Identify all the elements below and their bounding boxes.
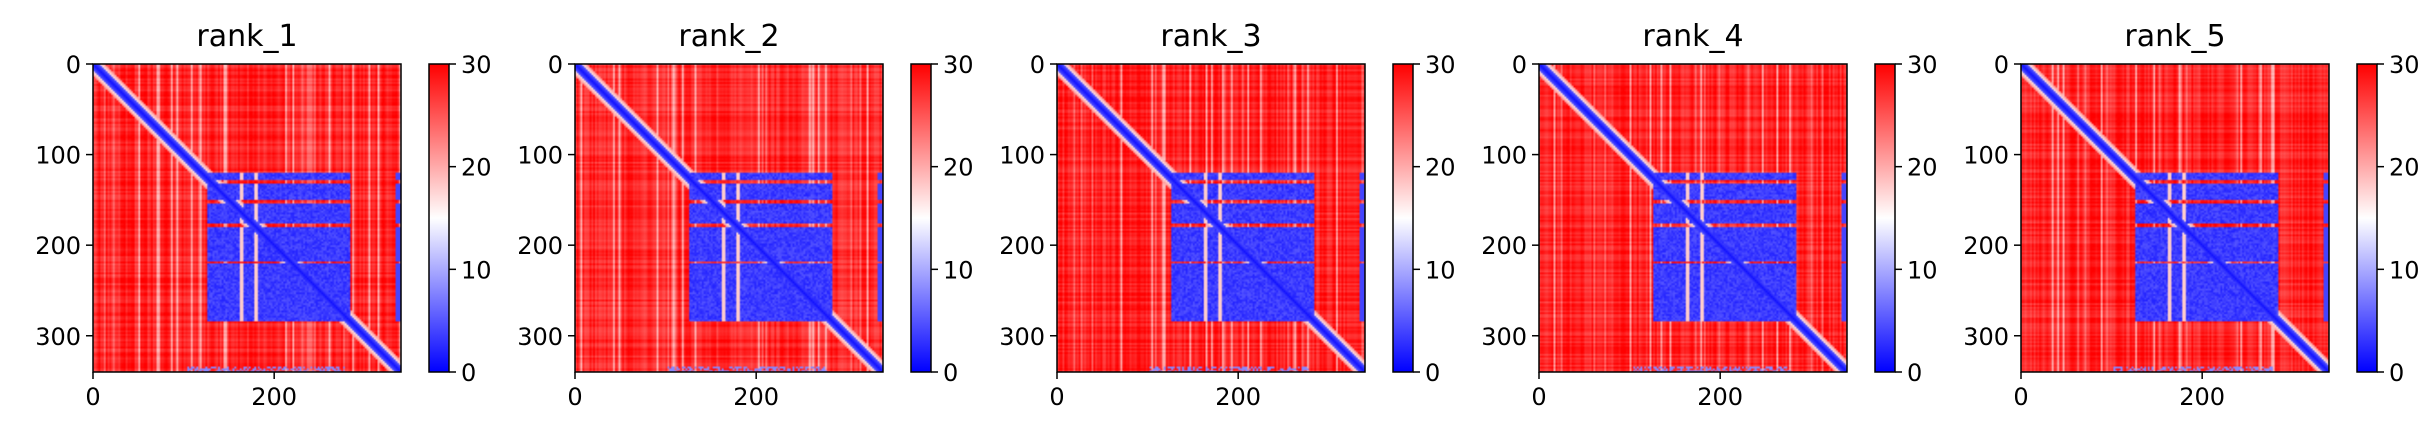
y-tick-label: 100: [35, 142, 81, 170]
y-tick-label: 200: [999, 232, 1045, 260]
x-tick-label: 200: [251, 383, 297, 411]
colorbar-tick-label: 30: [943, 51, 974, 79]
y-tick-label: 0: [548, 51, 563, 79]
panel-title: rank_5: [2124, 19, 2225, 54]
x-tick-label: 0: [1049, 383, 1064, 411]
x-tick-label: 200: [1697, 383, 1743, 411]
heatmap-panel-3: rank_3 0 200 0 100 200 300 0 10 20 30: [999, 19, 1455, 411]
colorbar-frame: [1874, 63, 1896, 373]
heatmap-image: [1057, 64, 1365, 372]
colorbar-tick-label: 0: [2389, 359, 2404, 387]
x-tick-label: 0: [85, 383, 100, 411]
colorbar-tick-label: 20: [943, 154, 974, 182]
y-tick-label: 200: [517, 232, 563, 260]
panel-title: rank_3: [1160, 19, 1261, 54]
y-tick-label: 0: [66, 51, 81, 79]
colorbar-tick-label: 10: [461, 256, 492, 284]
heatmap-panel-5: rank_5 0 200 0 100 200 300 0 10 20 30: [1963, 19, 2419, 411]
plot-frame: [2020, 63, 2330, 373]
colorbar-tick-label: 30: [461, 51, 492, 79]
plot-frame: [92, 63, 402, 373]
colorbar-tick-label: 0: [1907, 359, 1922, 387]
colorbar-frame: [428, 63, 450, 373]
heatmap-image: [2021, 64, 2329, 372]
heatmap-image: [1539, 64, 1847, 372]
heatmap-panel-4: rank_4 0 200 0 100 200 300 0 10 20 30: [1481, 19, 1937, 411]
colorbar-frame: [2356, 63, 2378, 373]
plot-frame: [574, 63, 884, 373]
plot-frame: [1056, 63, 1366, 373]
colorbar-tick-label: 30: [1425, 51, 1456, 79]
plot-frame: [1538, 63, 1848, 373]
x-tick-label: 200: [2179, 383, 2225, 411]
colorbar-tick-label: 10: [2389, 256, 2420, 284]
colorbar-frame: [910, 63, 932, 373]
x-tick-label: 0: [2013, 383, 2028, 411]
heatmap-panel-1: rank_1 0 200 0 100 200 300 0 10 20 30: [35, 19, 491, 411]
panel-title: rank_4: [1642, 19, 1743, 54]
heatmap-panel-2: rank_2 0 200 0 100 200 300 0 10 20 30: [517, 19, 973, 411]
y-tick-label: 0: [1994, 51, 2009, 79]
panel-title: rank_1: [196, 19, 297, 54]
x-tick-label: 200: [1215, 383, 1261, 411]
x-tick-label: 200: [733, 383, 779, 411]
colorbar: [911, 64, 931, 372]
y-tick-label: 300: [999, 323, 1045, 351]
colorbar: [1875, 64, 1895, 372]
colorbar: [1393, 64, 1413, 372]
heatmap-image: [93, 64, 401, 372]
y-tick-label: 100: [1963, 142, 2009, 170]
colorbar-tick-label: 10: [943, 256, 974, 284]
y-tick-label: 100: [517, 142, 563, 170]
colorbar-tick-label: 30: [1907, 51, 1938, 79]
colorbar-tick-label: 20: [1425, 154, 1456, 182]
colorbar-frame: [1392, 63, 1414, 373]
x-tick-label: 0: [1531, 383, 1546, 411]
y-tick-label: 200: [1963, 232, 2009, 260]
y-tick-label: 0: [1030, 51, 1045, 79]
colorbar-tick-label: 0: [461, 359, 476, 387]
y-tick-label: 300: [1963, 323, 2009, 351]
panel-title: rank_2: [678, 19, 779, 54]
colorbar-tick-label: 20: [461, 154, 492, 182]
y-tick-label: 300: [35, 323, 81, 351]
y-tick-label: 0: [1512, 51, 1527, 79]
y-tick-label: 300: [1481, 323, 1527, 351]
x-tick-label: 0: [567, 383, 582, 411]
heatmap-image: [575, 64, 883, 372]
colorbar-tick-label: 0: [1425, 359, 1440, 387]
y-tick-label: 200: [1481, 232, 1527, 260]
colorbar: [2357, 64, 2377, 372]
colorbar-tick-label: 0: [943, 359, 958, 387]
y-tick-label: 300: [517, 323, 563, 351]
colorbar: [429, 64, 449, 372]
colorbar-tick-label: 10: [1907, 256, 1938, 284]
y-tick-label: 200: [35, 232, 81, 260]
y-tick-label: 100: [999, 142, 1045, 170]
colorbar-tick-label: 20: [2389, 154, 2420, 182]
y-tick-label: 100: [1481, 142, 1527, 170]
colorbar-tick-label: 20: [1907, 154, 1938, 182]
colorbar-tick-label: 30: [2389, 51, 2420, 79]
colorbar-tick-label: 10: [1425, 256, 1456, 284]
